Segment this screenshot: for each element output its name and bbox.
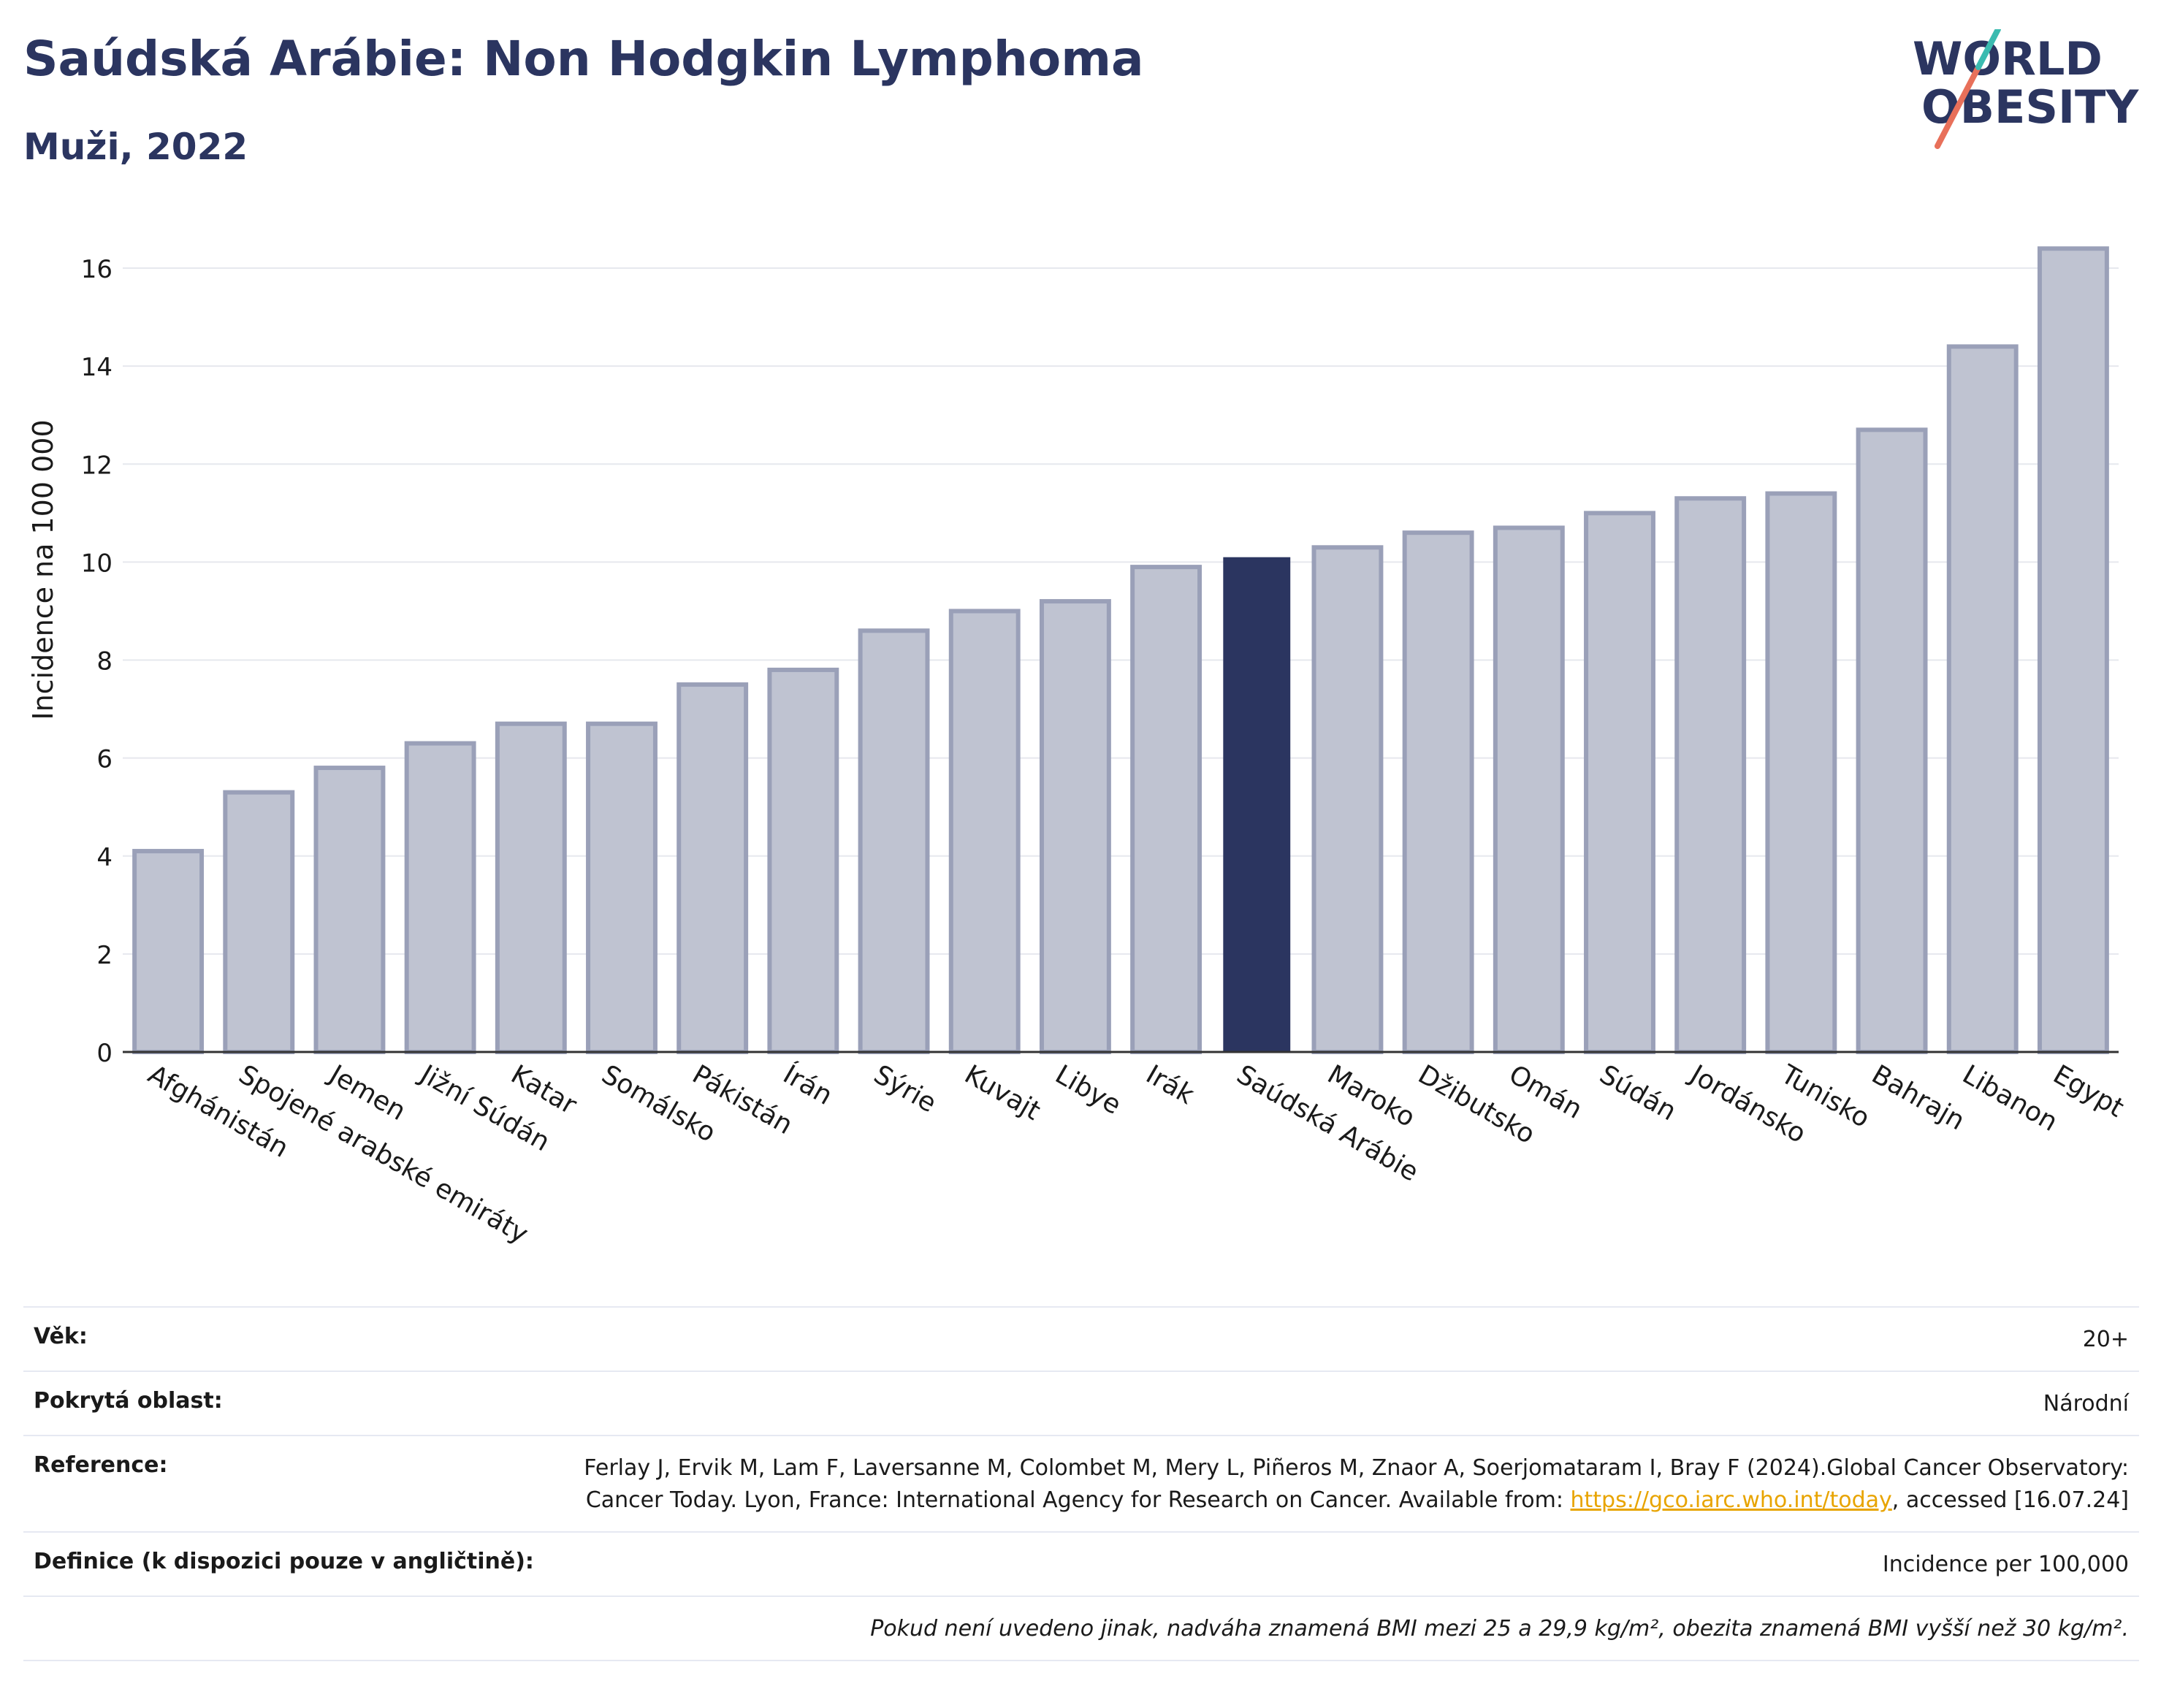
bar-Kuvajt bbox=[948, 609, 1021, 1054]
reference-text-2: , accessed [16.07.24] bbox=[1891, 1487, 2129, 1513]
reference-label: Reference: bbox=[34, 1452, 168, 1478]
y-tick-label: 2 bbox=[96, 941, 113, 970]
world-obesity-logo: WORLD OBESITY bbox=[1913, 29, 2139, 149]
x-tick-label: Bahrajn bbox=[1867, 1059, 1970, 1136]
bar-Džibutsko bbox=[1402, 530, 1474, 1054]
y-tick-label: 6 bbox=[96, 745, 113, 774]
age-label: Věk: bbox=[34, 1324, 88, 1349]
bar-Afghánistán bbox=[132, 849, 205, 1054]
x-tick-label: Irák bbox=[1141, 1059, 1200, 1110]
x-tick-label: Súdán bbox=[1595, 1059, 1682, 1126]
info-row-reference: Reference: Ferlay J, Ervik M, Lam F, Lav… bbox=[23, 1435, 2139, 1531]
bar-Maroko bbox=[1311, 545, 1384, 1054]
info-row-area: Pokrytá oblast: Národní bbox=[23, 1370, 2139, 1435]
page-title: Saúdská Arábie: Non Hodgkin Lymphoma bbox=[23, 31, 1144, 87]
bar-Bahrajn bbox=[1856, 427, 1928, 1054]
bar-Pákistán bbox=[676, 682, 749, 1054]
area-value: Národní bbox=[2043, 1391, 2129, 1417]
bar-Tunisko bbox=[1765, 491, 1837, 1054]
bar-Libanon bbox=[1946, 344, 2019, 1054]
bar-Súdán bbox=[1584, 511, 1655, 1054]
info-table: Věk: 20+ Pokrytá oblast: Národní Referen… bbox=[23, 1306, 2139, 1661]
x-tick-label: Írán bbox=[778, 1059, 838, 1111]
bar-Irák bbox=[1130, 565, 1203, 1054]
y-tick-label: 14 bbox=[81, 353, 113, 382]
info-row-note: Pokud není uvedeno jinak, nadváha znamen… bbox=[23, 1595, 2139, 1661]
bar-Libye bbox=[1039, 599, 1111, 1054]
bar-Spojené arabské emiráty bbox=[223, 790, 295, 1055]
bar-Somálsko bbox=[586, 721, 658, 1054]
area-label: Pokrytá oblast: bbox=[34, 1388, 223, 1414]
x-tick-label: Kuvajt bbox=[959, 1059, 1045, 1126]
logo-slash-teal bbox=[1975, 29, 2001, 70]
x-tick-label: Libanon bbox=[1957, 1059, 2062, 1137]
bar-Írán bbox=[767, 667, 839, 1054]
bar-Sýrie bbox=[858, 628, 930, 1054]
logo-slash-red bbox=[1935, 64, 1981, 149]
bmi-note: Pokud není uvedeno jinak, nadváha znamen… bbox=[870, 1616, 2129, 1642]
bar-Saúdská Arábie bbox=[1223, 557, 1291, 1052]
y-axis-label: Incidence na 100 000 bbox=[27, 419, 59, 720]
page-subtitle: Muži, 2022 bbox=[23, 126, 248, 168]
y-tick-label: 12 bbox=[81, 451, 113, 480]
definition-label: Definice (k dispozici pouze v angličtině… bbox=[34, 1549, 534, 1574]
age-value: 20+ bbox=[2082, 1327, 2129, 1352]
y-tick-labels: 0 2 4 6 8 10 12 14 16 bbox=[81, 255, 113, 1068]
bar-Jemen bbox=[313, 766, 386, 1054]
x-tick-label: Libye bbox=[1050, 1059, 1126, 1121]
y-tick-label: 0 bbox=[96, 1039, 113, 1068]
y-tick-label: 10 bbox=[81, 549, 113, 578]
bar-Egypt bbox=[2037, 246, 2109, 1054]
bars bbox=[132, 246, 2109, 1055]
info-row-age: Věk: 20+ bbox=[23, 1306, 2139, 1370]
info-row-definition: Definice (k dispozici pouze v angličtině… bbox=[23, 1531, 2139, 1595]
reference-value: Ferlay J, Ervik M, Lam F, Laversanne M, … bbox=[536, 1452, 2129, 1517]
reference-text-1: Ferlay J, Ervik M, Lam F, Laversanne M, … bbox=[584, 1455, 2129, 1513]
bar-Omán bbox=[1493, 525, 1565, 1054]
logo-word-1: WORLD bbox=[1913, 32, 2103, 85]
y-tick-label: 16 bbox=[81, 255, 113, 284]
y-tick-label: 8 bbox=[96, 647, 113, 676]
definition-value: Incidence per 100,000 bbox=[1882, 1552, 2129, 1577]
x-tick-label: Sýrie bbox=[869, 1059, 941, 1118]
reference-link[interactable]: https://gco.iarc.who.int/today bbox=[1570, 1487, 1892, 1513]
y-tick-label: 4 bbox=[96, 843, 113, 872]
bar-Jordánsko bbox=[1674, 496, 1747, 1054]
bar-Jižní Súdán bbox=[404, 741, 476, 1054]
bar-Katar bbox=[495, 721, 567, 1054]
